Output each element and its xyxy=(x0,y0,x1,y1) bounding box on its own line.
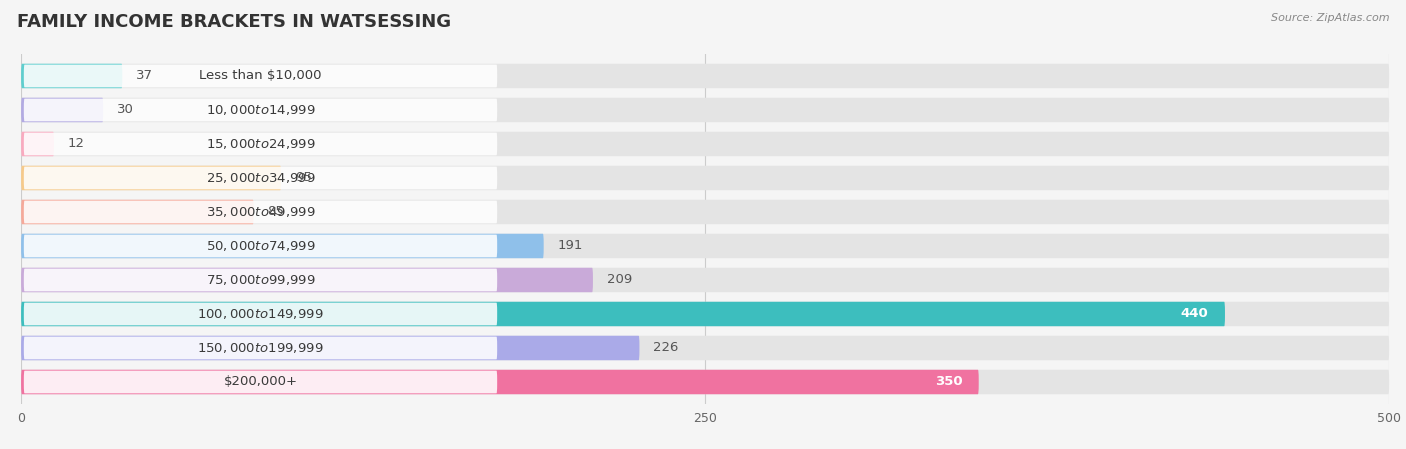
FancyBboxPatch shape xyxy=(21,132,1389,156)
FancyBboxPatch shape xyxy=(21,302,1389,326)
Text: 350: 350 xyxy=(935,375,962,388)
FancyBboxPatch shape xyxy=(21,200,253,224)
FancyBboxPatch shape xyxy=(21,234,1389,258)
Text: 95: 95 xyxy=(295,172,312,185)
FancyBboxPatch shape xyxy=(21,64,122,88)
Text: Less than $10,000: Less than $10,000 xyxy=(200,70,322,83)
Text: 37: 37 xyxy=(136,70,153,83)
FancyBboxPatch shape xyxy=(24,370,498,393)
FancyBboxPatch shape xyxy=(21,132,53,156)
FancyBboxPatch shape xyxy=(21,98,1389,122)
Text: $150,000 to $199,999: $150,000 to $199,999 xyxy=(197,341,323,355)
Text: 226: 226 xyxy=(654,342,679,355)
FancyBboxPatch shape xyxy=(24,132,498,155)
FancyBboxPatch shape xyxy=(21,268,1389,292)
Text: $25,000 to $34,999: $25,000 to $34,999 xyxy=(205,171,315,185)
FancyBboxPatch shape xyxy=(24,303,498,326)
FancyBboxPatch shape xyxy=(21,166,1389,190)
Text: $200,000+: $200,000+ xyxy=(224,375,298,388)
FancyBboxPatch shape xyxy=(21,166,281,190)
Text: 85: 85 xyxy=(267,206,284,219)
Text: 191: 191 xyxy=(557,239,582,252)
FancyBboxPatch shape xyxy=(21,64,1389,88)
Text: 209: 209 xyxy=(606,273,631,286)
Text: $100,000 to $149,999: $100,000 to $149,999 xyxy=(197,307,323,321)
FancyBboxPatch shape xyxy=(24,65,498,88)
Text: Source: ZipAtlas.com: Source: ZipAtlas.com xyxy=(1271,13,1389,23)
FancyBboxPatch shape xyxy=(21,200,1389,224)
FancyBboxPatch shape xyxy=(24,337,498,359)
Text: $75,000 to $99,999: $75,000 to $99,999 xyxy=(205,273,315,287)
Text: $50,000 to $74,999: $50,000 to $74,999 xyxy=(205,239,315,253)
Text: 30: 30 xyxy=(117,103,134,116)
Text: $15,000 to $24,999: $15,000 to $24,999 xyxy=(205,137,315,151)
Text: 12: 12 xyxy=(67,137,84,150)
FancyBboxPatch shape xyxy=(21,302,1225,326)
FancyBboxPatch shape xyxy=(24,235,498,257)
FancyBboxPatch shape xyxy=(24,201,498,223)
FancyBboxPatch shape xyxy=(24,269,498,291)
FancyBboxPatch shape xyxy=(21,268,593,292)
FancyBboxPatch shape xyxy=(21,234,544,258)
Text: 440: 440 xyxy=(1181,308,1209,321)
FancyBboxPatch shape xyxy=(21,336,640,360)
FancyBboxPatch shape xyxy=(24,99,498,121)
FancyBboxPatch shape xyxy=(21,370,979,394)
FancyBboxPatch shape xyxy=(21,370,1389,394)
Text: $35,000 to $49,999: $35,000 to $49,999 xyxy=(205,205,315,219)
Text: $10,000 to $14,999: $10,000 to $14,999 xyxy=(205,103,315,117)
Text: FAMILY INCOME BRACKETS IN WATSESSING: FAMILY INCOME BRACKETS IN WATSESSING xyxy=(17,13,451,31)
FancyBboxPatch shape xyxy=(21,98,103,122)
FancyBboxPatch shape xyxy=(21,336,1389,360)
FancyBboxPatch shape xyxy=(24,167,498,189)
